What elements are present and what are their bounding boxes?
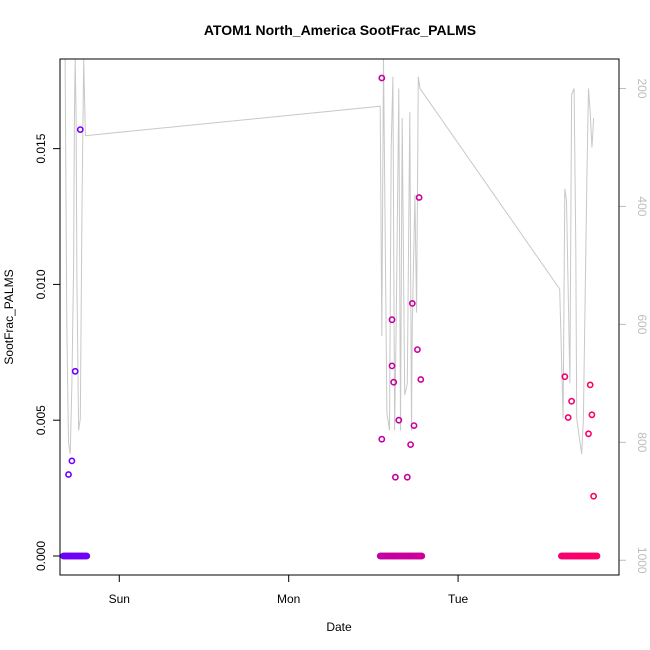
y-tick-label-0.005: 0.005 — [34, 405, 48, 435]
data-point — [68, 457, 76, 465]
axes-layer: Sun Mon Tue 0.000 0.005 0.010 0.015 200 400 600 80… — [34, 78, 649, 606]
data-point — [408, 299, 416, 307]
data-point — [413, 346, 421, 353]
data-point — [71, 367, 79, 375]
data-point — [561, 373, 569, 381]
zero-bands-layer — [60, 552, 601, 560]
data-point — [76, 126, 84, 134]
data-point — [388, 362, 396, 370]
data-point — [568, 397, 575, 405]
data-point — [378, 74, 386, 82]
x-tick-label-mon: Mon — [277, 592, 300, 606]
data-point — [65, 471, 72, 478]
altitude-trace-layer — [64, 58, 595, 455]
zero-point — [593, 552, 601, 560]
altitude-trace-line — [64, 58, 595, 455]
data-point — [588, 411, 596, 419]
data-point — [390, 378, 398, 386]
x-tick-label-sun: Sun — [109, 592, 130, 606]
data-point — [586, 381, 594, 389]
data-point — [415, 194, 423, 201]
data-point — [391, 473, 399, 481]
x-axis-label: Date — [326, 620, 352, 634]
right-tick-label-400: 400 — [635, 196, 649, 216]
right-tick-label-1000: 1000 — [635, 547, 649, 574]
y-tick-label-0.010: 0.010 — [34, 269, 48, 299]
data-point — [590, 492, 597, 500]
right-tick-label-600: 600 — [635, 314, 649, 334]
data-point — [403, 473, 411, 481]
zero-point — [83, 552, 91, 560]
data-point — [410, 422, 418, 429]
x-tick-label-tue: Tue — [448, 592, 469, 606]
data-point — [564, 414, 572, 421]
chart-title: ATOM1 North_America SootFrac_PALMS — [204, 22, 476, 38]
data-point — [407, 441, 414, 448]
data-point — [378, 435, 386, 443]
data-point — [395, 416, 403, 424]
y-tick-label-0.000: 0.000 — [34, 541, 48, 571]
y-tick-label-0.015: 0.015 — [34, 133, 48, 163]
data-point — [417, 376, 425, 383]
right-tick-label-800: 800 — [635, 432, 649, 452]
y-axis-label: SootFrac_PALMS — [2, 269, 16, 364]
plot-frame — [59, 58, 620, 576]
points-layer — [65, 74, 597, 500]
right-tick-label-200: 200 — [635, 78, 649, 98]
data-point — [388, 316, 396, 324]
data-point — [585, 430, 592, 438]
zero-point — [418, 552, 426, 560]
